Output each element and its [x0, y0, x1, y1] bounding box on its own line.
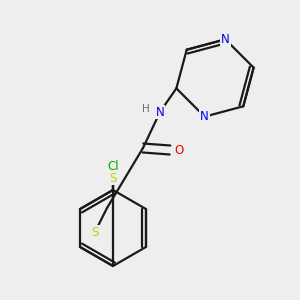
Text: S: S	[109, 172, 117, 184]
Text: N: N	[200, 110, 209, 123]
Text: Cl: Cl	[107, 160, 119, 172]
Text: N: N	[156, 106, 164, 118]
Text: O: O	[174, 143, 184, 157]
Text: S: S	[91, 226, 99, 238]
Text: H: H	[142, 104, 150, 114]
Text: N: N	[221, 33, 230, 46]
